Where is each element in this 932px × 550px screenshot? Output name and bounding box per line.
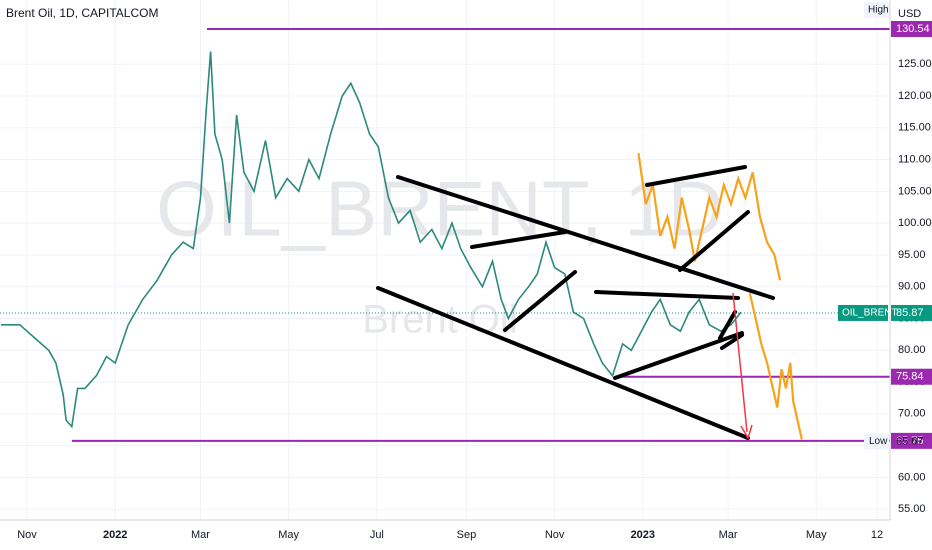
x-tick-label: May bbox=[278, 529, 299, 541]
trendline bbox=[594, 290, 740, 300]
x-tick-label: May bbox=[806, 529, 827, 541]
price-line bbox=[637, 153, 782, 281]
level-label: 65.75 bbox=[896, 435, 924, 447]
trendline bbox=[613, 331, 744, 380]
x-tick-label: Mar bbox=[191, 529, 210, 541]
marks bbox=[0, 27, 890, 442]
y-tick-label: 100.00 bbox=[898, 217, 932, 229]
y-tick-label: 105.00 bbox=[898, 185, 932, 197]
y-tick-label: 60.00 bbox=[898, 471, 926, 483]
price-line bbox=[1, 51, 742, 429]
trendline bbox=[645, 165, 747, 187]
y-tick-label: 125.00 bbox=[898, 58, 932, 70]
trendline bbox=[720, 333, 744, 350]
axes: 55.0060.0065.0070.0075.0080.0085.0090.00… bbox=[17, 1, 932, 541]
time-axis bbox=[0, 520, 932, 550]
y-tick-label: 120.00 bbox=[898, 90, 932, 102]
level-label-bg bbox=[891, 20, 932, 37]
arrow bbox=[732, 292, 748, 433]
x-tick-label: Jul bbox=[370, 529, 384, 541]
level-label: 130.54 bbox=[896, 23, 930, 35]
level-label-bg bbox=[891, 368, 932, 385]
x-tick-label: 2023 bbox=[631, 529, 655, 541]
trendline bbox=[396, 175, 775, 300]
x-tick-label: 12 bbox=[871, 529, 883, 541]
price-line bbox=[748, 292, 803, 440]
series-name-bg bbox=[838, 304, 888, 321]
currency: USD bbox=[898, 8, 921, 20]
trendline bbox=[678, 210, 750, 272]
chart-title: Brent Oil, 1D, CAPITALCOM bbox=[6, 6, 158, 20]
last-price-label: 85.87 bbox=[896, 307, 924, 319]
level-label: 75.84 bbox=[896, 371, 924, 383]
series-name: OIL_BRENT bbox=[842, 308, 898, 319]
trendline bbox=[503, 270, 577, 332]
level-label-bg bbox=[891, 432, 932, 449]
x-tick-label: Mar bbox=[719, 529, 738, 541]
last-price-bg bbox=[891, 304, 932, 321]
x-tick-label: Nov bbox=[545, 529, 565, 541]
y-tick-label: 55.00 bbox=[898, 503, 926, 515]
y-tick-label: 115.00 bbox=[898, 122, 931, 134]
x-tick-label: Sep bbox=[457, 529, 477, 541]
high-bg bbox=[864, 1, 889, 18]
drawings bbox=[376, 165, 775, 440]
low-label: Low bbox=[869, 436, 888, 447]
trendline bbox=[376, 286, 750, 440]
low-value: 65.67 bbox=[896, 435, 924, 447]
y-tick-label: 110.00 bbox=[898, 153, 931, 165]
arrow-head bbox=[740, 424, 753, 440]
price-axis bbox=[890, 0, 932, 550]
high-label: High bbox=[868, 5, 889, 16]
x-tick-label: Nov bbox=[17, 529, 37, 541]
watermark: OIL_BRENT, 1D bbox=[156, 165, 724, 253]
y-tick-label: 90.00 bbox=[898, 281, 926, 293]
y-tick-label: 80.00 bbox=[898, 344, 926, 356]
x-tick-label: 2022 bbox=[103, 529, 127, 541]
low-bg bbox=[864, 433, 889, 450]
trendline bbox=[470, 230, 567, 249]
trendline bbox=[718, 310, 737, 340]
y-tick-label: 95.00 bbox=[898, 249, 926, 261]
y-tick-label: 70.00 bbox=[898, 408, 926, 420]
